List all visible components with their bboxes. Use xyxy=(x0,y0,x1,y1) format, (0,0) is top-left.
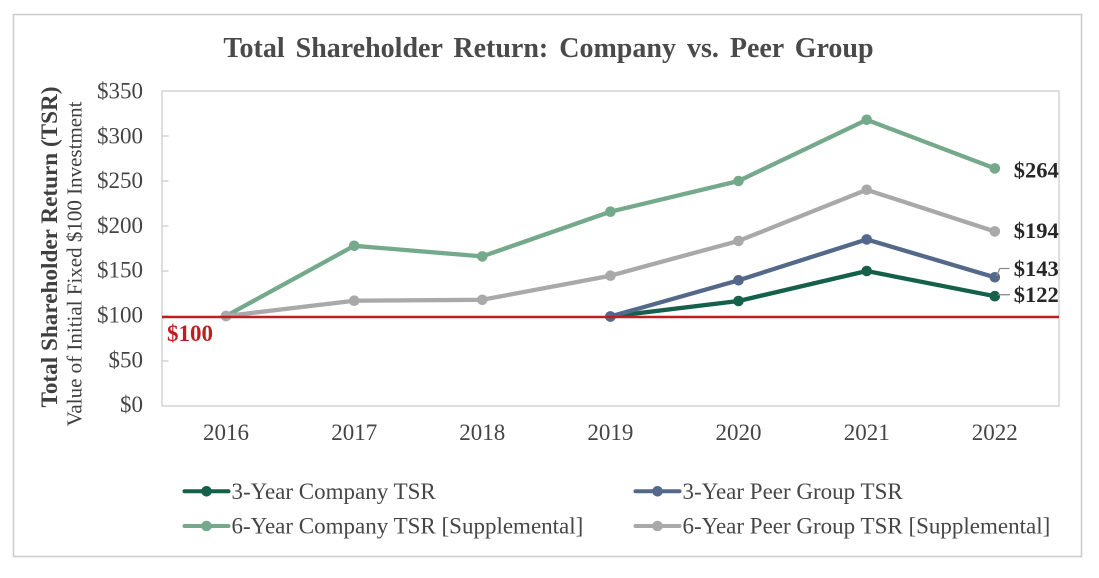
svg-text:2022: 2022 xyxy=(972,420,1018,445)
svg-text:$50: $50 xyxy=(109,347,144,372)
svg-text:$0: $0 xyxy=(120,392,143,417)
svg-text:2021: 2021 xyxy=(844,420,890,445)
svg-text:$194: $194 xyxy=(1014,218,1059,243)
svg-text:2016: 2016 xyxy=(203,420,249,445)
svg-text:Total Shareholder Return (TSR): Total Shareholder Return (TSR) xyxy=(37,86,63,407)
svg-text:6-Year Peer Group TSR [Supplem: 6-Year Peer Group TSR [Supplemental] xyxy=(683,514,1051,539)
svg-text:$100: $100 xyxy=(167,321,213,346)
svg-text:$264: $264 xyxy=(1014,158,1059,183)
svg-text:$150: $150 xyxy=(97,258,143,283)
svg-text:$200: $200 xyxy=(97,213,143,238)
svg-text:$300: $300 xyxy=(97,123,143,148)
svg-text:6-Year Company TSR [Supplement: 6-Year Company TSR [Supplemental] xyxy=(232,514,584,539)
svg-text:Total Shareholder Return: Comp: Total Shareholder Return: Company vs. Pe… xyxy=(223,33,873,64)
svg-text:$350: $350 xyxy=(97,79,143,104)
svg-text:$100: $100 xyxy=(97,303,143,328)
svg-text:2018: 2018 xyxy=(459,420,505,445)
svg-text:$122: $122 xyxy=(1014,282,1059,307)
svg-text:2019: 2019 xyxy=(587,420,633,445)
svg-text:Value of Initial Fixed $100 In: Value of Initial Fixed $100 Investment xyxy=(63,101,87,426)
svg-text:$250: $250 xyxy=(97,168,143,193)
svg-text:$143: $143 xyxy=(1014,256,1059,281)
svg-text:3-Year Peer Group TSR: 3-Year Peer Group TSR xyxy=(683,479,904,504)
svg-text:2020: 2020 xyxy=(716,420,762,445)
svg-text:3-Year Company TSR: 3-Year Company TSR xyxy=(232,479,437,504)
svg-text:2017: 2017 xyxy=(331,420,377,445)
